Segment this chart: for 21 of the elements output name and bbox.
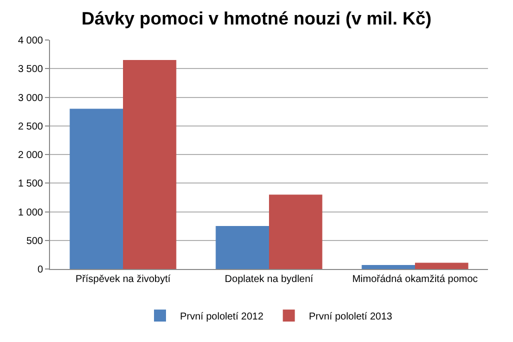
bar bbox=[123, 60, 176, 269]
y-tick-label: 1 000 bbox=[18, 207, 44, 218]
x-tick-label: Příspěvek na živobytí bbox=[75, 274, 171, 285]
bar bbox=[362, 264, 415, 269]
bar bbox=[269, 194, 322, 269]
x-tick-label: Mimořádná okamžitá pomoc bbox=[352, 274, 478, 285]
legend-label: První pololetí 2012 bbox=[180, 311, 264, 322]
legend-label: První pololetí 2013 bbox=[308, 311, 393, 322]
y-tick-label: 2 000 bbox=[18, 150, 44, 161]
chart-title: Dávky pomoci v hmotné nouzi (v mil. Kč) bbox=[81, 8, 432, 29]
y-tick-label: 0 bbox=[37, 264, 44, 276]
y-tick-label: 3 000 bbox=[18, 92, 44, 104]
x-tick-label: Doplatek na bydlení bbox=[224, 274, 314, 285]
y-tick-label: 4 000 bbox=[18, 36, 44, 46]
y-tick-label: 3 500 bbox=[18, 64, 44, 76]
y-tick-label: 2 500 bbox=[18, 121, 44, 132]
y-tick-label: 1 500 bbox=[18, 178, 44, 190]
bar bbox=[216, 226, 269, 269]
bar bbox=[70, 108, 123, 269]
y-tick-label: 500 bbox=[26, 236, 44, 247]
bar bbox=[415, 262, 468, 269]
